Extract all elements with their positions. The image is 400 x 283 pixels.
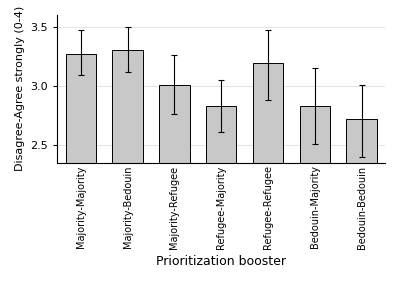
Bar: [206, 106, 236, 163]
Bar: [112, 50, 143, 163]
Y-axis label: Disagree-Agree strongly (0-4): Disagree-Agree strongly (0-4): [15, 6, 25, 171]
X-axis label: Prioritization booster: Prioritization booster: [156, 255, 286, 268]
Bar: [346, 119, 377, 163]
Bar: [159, 85, 190, 163]
Bar: [300, 106, 330, 163]
Bar: [253, 63, 283, 163]
Bar: [66, 54, 96, 163]
